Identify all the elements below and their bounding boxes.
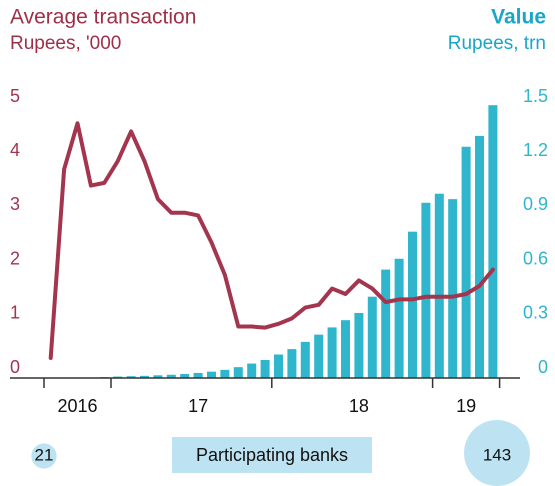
bar [233,367,243,378]
bar [287,349,297,378]
banks-label: Participating banks [196,445,348,465]
bar [126,376,136,378]
right-axis-subtitle: Rupees, trn [448,33,546,54]
y-tick-label: 1 [10,303,20,323]
bar [260,359,270,378]
y-tick-label: 2 [10,248,20,268]
x-tick-label: 2016 [57,396,97,416]
left-axis-title: Average transaction [10,6,196,29]
banks-label-box [172,437,372,473]
x-tick-label: 17 [188,396,208,416]
bar [180,374,190,378]
y-tick-label: 4 [10,140,20,160]
banks-start-label: 21 [35,445,54,464]
y2-tick-label: 1.5 [523,86,548,106]
line [48,121,495,360]
x-tick-label: 19 [456,396,476,416]
bar [475,135,484,378]
bar [153,375,163,378]
y2-tick-label: 0.9 [523,194,548,214]
bar [166,374,176,378]
bar [341,320,350,378]
y-tick-label: 3 [10,194,20,214]
bar [434,193,444,378]
bar [421,202,431,378]
bar [394,258,404,378]
y2-tick-label: 0.3 [523,303,548,323]
bar [448,199,458,378]
banks-start-bubble [31,443,57,469]
y2-tick-label: 0 [538,357,548,377]
bar [488,105,498,379]
y2-tick-label: 0.6 [523,248,548,268]
bar [327,327,337,378]
bar [354,312,364,378]
bar [220,369,230,378]
bar [207,371,216,378]
bar [367,296,377,378]
right-axis-title: Value [491,6,546,29]
bar [381,269,391,378]
left-axis-subtitle: Rupees, '000 [10,33,121,54]
y-tick-label: 5 [10,86,20,106]
y-tick-label: 0 [10,357,20,377]
bar [140,375,149,378]
bar [408,231,417,378]
bar [461,146,471,378]
banks-end-bubble [464,420,530,486]
bar [247,363,257,378]
bar [274,354,283,378]
bar [314,334,324,378]
x-tick-label: 18 [349,396,369,416]
banks-end-label: 143 [483,445,511,464]
y2-tick-label: 1.2 [523,140,548,160]
bar [193,372,203,378]
bar [300,341,310,378]
